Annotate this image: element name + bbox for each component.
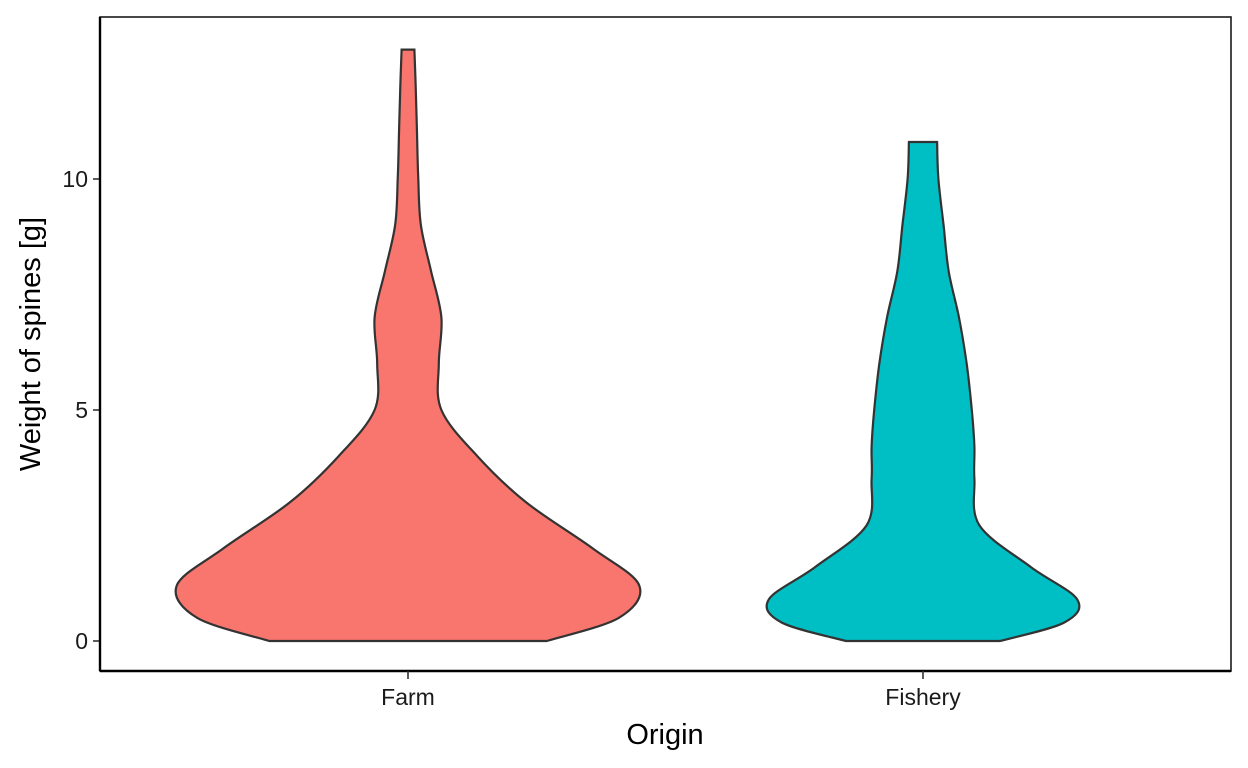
y-tick-label: 0 xyxy=(75,628,88,654)
violins-layer xyxy=(174,48,1081,643)
x-axis: Farm Fishery xyxy=(98,17,1231,710)
y-axis: 0 5 10 xyxy=(62,166,100,654)
x-tick-label-farm: Farm xyxy=(381,684,435,710)
y-tick-label: 10 xyxy=(62,166,88,192)
violin-farm xyxy=(174,48,642,643)
y-tick-label: 5 xyxy=(75,397,88,423)
x-axis-title: Origin xyxy=(626,719,703,751)
x-tick-label-fishery: Fishery xyxy=(885,684,961,710)
y-axis-title: Weight of spines [g] xyxy=(15,217,47,471)
violin-fishery xyxy=(765,140,1081,643)
